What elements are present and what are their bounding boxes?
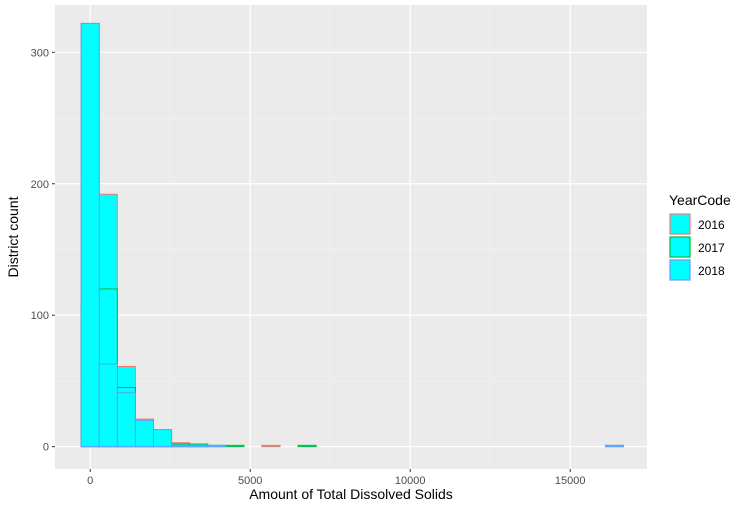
legend-key-2017 xyxy=(669,236,691,258)
histogram-bar-2018 xyxy=(98,363,118,448)
plot-panel xyxy=(55,5,647,469)
axes: 0 5000 10000 15000 0 100 200 300 xyxy=(31,47,586,487)
histogram-bar-2018 xyxy=(189,444,209,448)
histogram-bars xyxy=(80,22,625,448)
histogram-bar-2018 xyxy=(134,419,154,448)
histogram-bar-2018 xyxy=(152,429,173,448)
histogram-bar-2018 xyxy=(116,392,136,448)
legend-label-2016: 2016 xyxy=(698,218,725,232)
y-tick-label: 300 xyxy=(31,47,49,59)
y-tick-label: 100 xyxy=(31,310,49,322)
histogram-bar-2017 xyxy=(225,444,245,448)
histogram-bar-2018 xyxy=(171,444,191,448)
legend-keys: 2016 2017 2018 xyxy=(669,213,725,281)
histogram-bar-2018 xyxy=(604,444,625,448)
histogram-bar-2016 xyxy=(261,444,281,448)
legend-label-2017: 2017 xyxy=(698,241,725,255)
histogram-bar-2017 xyxy=(297,444,317,448)
y-axis-title: District count xyxy=(5,196,21,277)
histogram-bar-2018 xyxy=(207,444,227,448)
legend-key-2016 xyxy=(669,213,691,235)
legend-label-2018: 2018 xyxy=(698,264,725,278)
x-axis-title: Amount of Total Dissolved Solids xyxy=(249,486,453,502)
x-tick-label: 0 xyxy=(87,475,93,487)
legend: YearCode 2016 2017 2018 xyxy=(669,192,731,281)
x-tick-label: 5000 xyxy=(238,475,262,487)
x-tick-label: 10000 xyxy=(395,475,426,487)
x-tick-label: 15000 xyxy=(555,475,586,487)
histogram-bar-2018 xyxy=(80,22,100,448)
y-tick-label: 0 xyxy=(43,442,49,454)
y-tick-label: 200 xyxy=(31,179,49,191)
legend-key-2018 xyxy=(669,259,691,281)
legend-title: YearCode xyxy=(669,192,731,208)
